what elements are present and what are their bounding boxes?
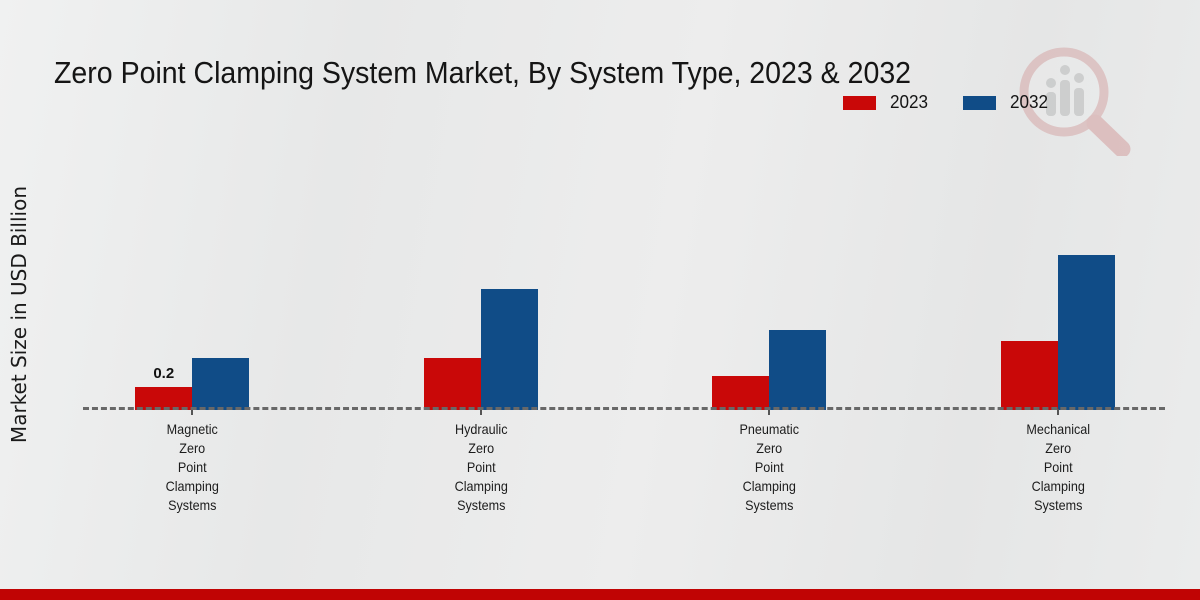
chart-title: Zero Point Clamping System Market, By Sy…	[54, 54, 912, 90]
bar-2023-2	[423, 358, 481, 410]
footer-bar	[0, 589, 1200, 600]
bar-pair	[625, 329, 914, 410]
bar-2032-3	[769, 329, 827, 410]
bar-2023-3	[712, 375, 770, 410]
bar-pair: 0.2	[48, 358, 337, 410]
category-label-2: Hydraulic Zero Point Clamping Systems	[454, 421, 508, 513]
category-label-4: Mechanical Zero Point Clamping Systems	[1025, 421, 1090, 513]
legend-label-2032: 2032	[1010, 92, 1049, 112]
axis-tick	[1056, 409, 1059, 415]
legend-label-2023: 2023	[890, 92, 929, 112]
axis-tick	[768, 409, 771, 415]
category-label-1: Magnetic Zero Point Clamping Systems	[165, 421, 219, 513]
bar-group-3: Pneumatic Zero Point Clamping Systems	[625, 0, 914, 600]
axis-tick	[479, 409, 482, 415]
axis-tick	[191, 409, 194, 415]
bar-2023-4	[1000, 341, 1058, 410]
bar-2032-2	[480, 289, 538, 410]
bar-2032-4	[1057, 254, 1115, 410]
magnifier-bar-chart-logo-icon	[1019, 47, 1131, 156]
bar-group-1: 0.2 Magnetic Zero Point Clamping Systems	[48, 0, 337, 600]
bar-pair	[914, 254, 1200, 410]
legend-swatch-2032-icon	[963, 95, 997, 110]
category-label-3: Pneumatic Zero Point Clamping Systems	[739, 421, 800, 513]
legend-swatch-2023-icon	[843, 95, 876, 110]
bar-group-2: Hydraulic Zero Point Clamping Systems	[337, 0, 626, 600]
bar-pair	[337, 289, 626, 410]
bar-2032-1	[192, 358, 250, 410]
bar-2023-1: 0.2	[135, 365, 193, 410]
x-axis-baseline	[83, 407, 1165, 410]
bar-value-label: 0.2	[153, 365, 175, 382]
legend-item-2032: 2032	[963, 92, 1049, 113]
bar-group-4: Mechanical Zero Point Clamping Systems	[914, 0, 1200, 600]
legend-item-2023: 2023	[843, 92, 929, 113]
legend: 2023 2032	[843, 92, 1049, 113]
